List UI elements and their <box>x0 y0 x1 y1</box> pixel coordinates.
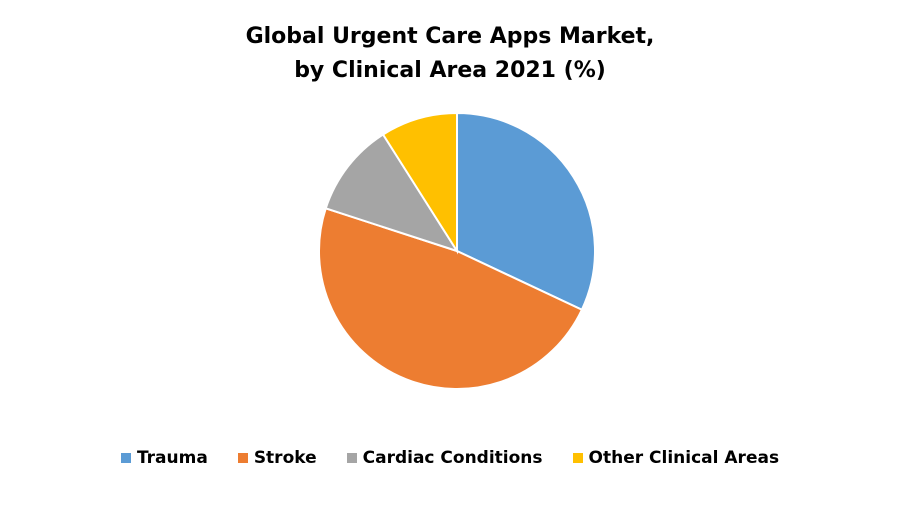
pie-slice <box>381 111 458 255</box>
pie-slice <box>456 111 596 312</box>
pie-slice <box>318 207 584 390</box>
legend-item: Other Clinical Areas <box>572 448 780 468</box>
legend-label: Cardiac Conditions <box>362 448 543 468</box>
legend-swatch <box>237 453 248 463</box>
legend-item: Cardiac Conditions <box>346 448 543 468</box>
legend-item: Trauma <box>120 448 208 468</box>
pie-slice <box>324 133 460 253</box>
legend: Trauma Stroke Cardiac Conditions Other Clin… <box>0 448 900 468</box>
legend-label: Other Clinical Areas <box>588 448 780 468</box>
legend-label: Trauma <box>136 448 208 468</box>
chart-title: Global Urgent Care Apps Market, by Clini… <box>245 24 655 83</box>
legend-swatch <box>346 453 357 463</box>
legend-swatch <box>572 453 583 463</box>
legend-item: Stroke <box>237 448 317 468</box>
legend-swatch <box>120 453 131 463</box>
legend-label: Stroke <box>253 448 317 468</box>
